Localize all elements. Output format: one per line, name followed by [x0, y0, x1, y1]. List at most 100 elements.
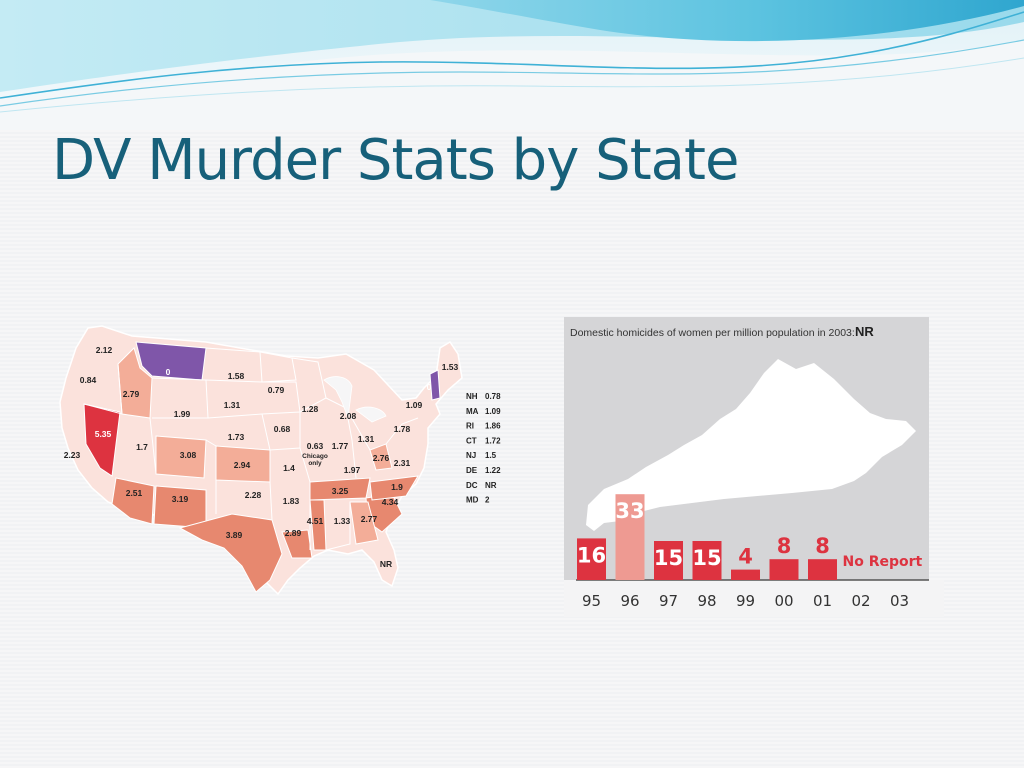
legend-state-value: 1.5 — [485, 451, 497, 460]
state-value-label: 1.31 — [224, 400, 241, 410]
state-value-label: 2.12 — [96, 345, 113, 355]
bar-96 — [615, 494, 645, 580]
state-value-label: 1.9 — [391, 482, 403, 492]
bar-00 — [769, 559, 799, 580]
state-value-label: 2.08 — [340, 411, 357, 421]
legend-state-abbr: MA — [466, 407, 479, 416]
region-texas — [178, 513, 283, 593]
legend-state-value: 0.78 — [485, 392, 501, 401]
state-value-label: 2.94 — [234, 460, 251, 470]
state-value-label: 1.73 — [228, 432, 245, 442]
bar-98 — [692, 541, 722, 580]
bar-value-label: 8 — [815, 534, 830, 558]
state-value-label: 1.7 — [136, 442, 148, 452]
state-value-label: 1.83 — [283, 496, 300, 506]
state-value-label: 0.84 — [80, 375, 97, 385]
year-tick-label: 99 — [736, 592, 755, 610]
year-tick-label: 96 — [620, 592, 639, 610]
legend-state-value: 1.86 — [485, 422, 501, 431]
year-tick-label: 97 — [659, 592, 678, 610]
bar-value-label: 33 — [615, 499, 644, 523]
us-state-map: 2.12 0.84 2.79 0 1.58 0.79 1.99 1.31 1.28 2.08 1.0… — [56, 318, 516, 608]
region-arizona — [111, 477, 155, 525]
chart-title-value: NR — [855, 324, 874, 339]
state-value-label: 4.34 — [382, 497, 399, 507]
region-georgia — [349, 501, 379, 545]
legend-state-abbr: MD — [466, 496, 479, 505]
state-value-label: 2.28 — [245, 490, 262, 500]
slide-title: DV Murder Stats by State — [52, 128, 739, 193]
state-value-label: 1.31 — [358, 434, 375, 444]
state-value-label: 1.33 — [334, 516, 351, 526]
map-value-labels: 2.12 0.84 2.79 0 1.58 0.79 1.99 1.31 1.28 2.08 1.0… — [64, 345, 459, 569]
year-tick-label: 95 — [582, 592, 601, 610]
state-value-label: 1.97 — [344, 465, 361, 475]
kentucky-homicide-chart: Domestic homicides of women per million … — [564, 317, 944, 617]
region-new-mexico — [153, 485, 207, 529]
region-vermont — [429, 369, 441, 401]
legend-state-abbr: NH — [466, 392, 478, 401]
year-labels: 95 96 97 98 99 00 01 02 03 — [582, 592, 909, 610]
state-value-label: 2.76 — [373, 453, 390, 463]
state-value-label: 0.63 — [307, 441, 324, 451]
state-value-label: 2.51 — [126, 488, 143, 498]
state-value-label: 1.09 — [406, 400, 423, 410]
state-value-label: 3.89 — [226, 530, 243, 540]
legend-state-abbr: CT — [466, 436, 477, 445]
state-value-label: 2.31 — [394, 458, 411, 468]
legend-state-value: NR — [485, 481, 497, 490]
bar-01 — [808, 559, 837, 580]
state-value-label: 1.78 — [394, 424, 411, 434]
bar-value-label: 16 — [577, 543, 606, 567]
bar-value-label: 8 — [777, 534, 792, 558]
legend-state-value: 1.72 — [485, 436, 501, 445]
state-value-label: NR — [380, 559, 392, 569]
state-value-label: 1.28 — [302, 404, 319, 414]
state-value-label: 4.51 — [307, 516, 324, 526]
legend-state-abbr: DE — [466, 466, 478, 475]
state-value-label: 1.53 — [442, 362, 459, 372]
chart-title: Domestic homicides of women per million … — [570, 327, 855, 339]
state-value-label: 0.68 — [274, 424, 291, 434]
region-nevada — [83, 403, 121, 477]
state-borders — [83, 347, 419, 551]
state-value-label: 3.08 — [180, 450, 197, 460]
bar-97 — [654, 541, 683, 580]
state-value-label: 1.99 — [174, 409, 191, 419]
state-value-label: 0 — [166, 367, 171, 377]
year-tick-label: 01 — [813, 592, 832, 610]
kentucky-chart-svg: Domestic homicides of women per million … — [564, 317, 944, 617]
state-value-label: 5.35 — [95, 429, 112, 439]
bar-95 — [577, 538, 606, 580]
state-value-label: 3.19 — [172, 494, 189, 504]
bar-99 — [731, 569, 760, 580]
bar-value-label: 15 — [692, 546, 721, 570]
state-value-label: 0.79 — [268, 385, 285, 395]
state-value-label: 2.79 — [123, 389, 140, 399]
header-wave-banner — [0, 0, 1024, 130]
region-north-carolina — [369, 475, 419, 501]
state-value-label: 2.23 — [64, 450, 81, 460]
region-west-virginia — [369, 443, 393, 471]
legend-state-value: 2 — [485, 496, 490, 505]
state-value-label: 1.4 — [283, 463, 295, 473]
chicago-note-line: only — [308, 460, 322, 467]
year-tick-label: 03 — [890, 592, 909, 610]
legend-state-value: 1.09 — [485, 407, 501, 416]
year-tick-label: 98 — [697, 592, 716, 610]
region-colorado — [155, 435, 207, 479]
state-value-label: 3.25 — [332, 486, 349, 496]
bar-value-label: 4 — [738, 545, 753, 569]
state-value-label: 2.89 — [285, 528, 302, 538]
state-value-label: 0 — [427, 382, 432, 392]
kentucky-state-silhouette — [586, 359, 916, 531]
year-tick-label: 02 — [851, 592, 870, 610]
year-tick-label: 00 — [774, 592, 793, 610]
legend-state-value: 1.22 — [485, 466, 501, 475]
great-lakes — [323, 376, 387, 423]
axis-area — [564, 580, 944, 617]
region-montana — [135, 341, 207, 381]
